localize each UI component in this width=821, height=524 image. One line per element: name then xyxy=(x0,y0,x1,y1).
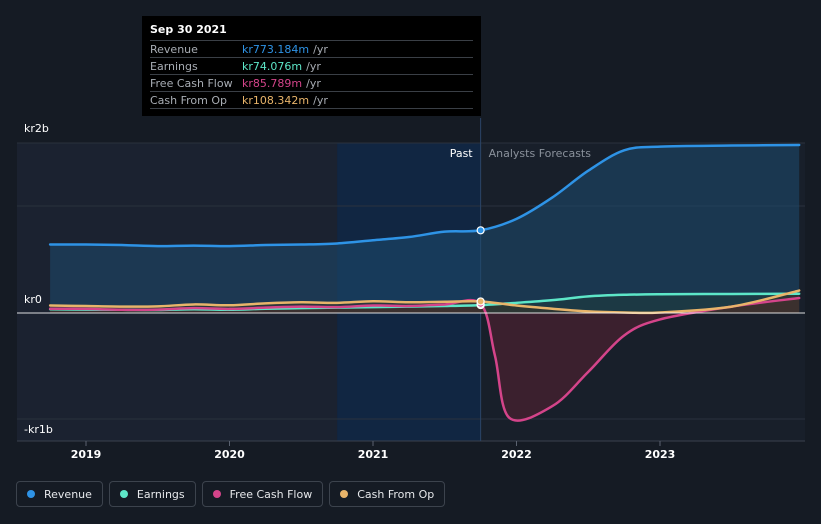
tooltip-row: Earnings kr74.076m/yr xyxy=(150,57,473,74)
past-label: Past xyxy=(450,147,474,160)
legend-item-earnings[interactable]: Earnings xyxy=(108,481,196,507)
series-area-earnings xyxy=(50,293,800,313)
tooltip-row: Revenue kr773.184m/yr xyxy=(150,40,473,57)
point-marker-revenue xyxy=(476,226,485,235)
series-area-revenue xyxy=(50,145,800,313)
tooltip-row-value: kr108.342m xyxy=(242,93,310,107)
legend-dot-icon xyxy=(212,490,221,498)
series-line-revenue xyxy=(48,143,801,248)
y-tick-label: -kr1b xyxy=(24,423,53,436)
forecast-label: Analysts Forecasts xyxy=(489,147,592,160)
x-tick-label: 2020 xyxy=(214,448,245,461)
legend-dot-icon xyxy=(119,490,128,498)
legend-item-cash-from-op[interactable]: Cash From Op xyxy=(329,481,446,507)
x-tick-label: 2022 xyxy=(501,448,532,461)
x-tick-label: 2021 xyxy=(358,448,389,461)
tooltip-date: Sep 30 2021 xyxy=(150,23,227,36)
legend-label: Earnings xyxy=(136,487,185,501)
legend-label: Revenue xyxy=(44,487,92,501)
series-area-free-cash-flow xyxy=(50,298,800,421)
tooltip-row-value: kr74.076m xyxy=(242,59,303,73)
point-marker-cash-from-op xyxy=(476,297,485,306)
legend-label: Cash From Op xyxy=(357,487,435,501)
x-tick-label: 2023 xyxy=(645,448,676,461)
tooltip-row-label: Free Cash Flow xyxy=(150,76,233,90)
legend-label: Free Cash Flow xyxy=(229,487,313,501)
tooltip-row: Cash From Op kr108.342m/yr xyxy=(150,91,473,109)
y-tick-label: kr0 xyxy=(24,293,42,306)
tooltip-row-unit: /yr xyxy=(313,42,328,56)
tooltip-row-value: kr85.789m xyxy=(242,76,303,90)
x-tick-label: 2019 xyxy=(71,448,102,461)
tooltip-row-unit: /yr xyxy=(313,93,328,107)
tooltip-row-label: Cash From Op xyxy=(150,93,228,107)
tooltip-row-unit: /yr xyxy=(306,76,321,90)
legend-dot-icon xyxy=(27,490,35,498)
chart-area: kr2b kr0 -kr1b 2019 2020 2021 2022 2023 Past Anal… xyxy=(17,118,805,461)
legend-item-revenue[interactable]: Revenue xyxy=(16,481,103,507)
series-area-cash-from-op xyxy=(50,290,800,313)
tooltip-row-label: Revenue xyxy=(150,42,198,56)
series-line-free-cash-flow xyxy=(48,296,801,422)
y-tick-label: kr2b xyxy=(24,122,49,135)
tooltip-row: Free Cash Flow kr85.789m/yr xyxy=(150,74,473,91)
tooltip-row-label: Earnings xyxy=(150,59,198,73)
tooltip: Sep 30 2021 Revenue kr773.184m/yr Earnings… xyxy=(142,16,481,116)
tooltip-row-value: kr773.184m xyxy=(242,42,310,56)
legend-dot-icon xyxy=(340,490,349,498)
tooltip-row-unit: /yr xyxy=(306,59,321,73)
legend-item-free-cash-flow[interactable]: Free Cash Flow xyxy=(201,481,324,507)
legend: Revenue Earnings Free Cash Flow Cash From O… xyxy=(16,481,446,507)
series-line-cash-from-op xyxy=(48,289,801,315)
